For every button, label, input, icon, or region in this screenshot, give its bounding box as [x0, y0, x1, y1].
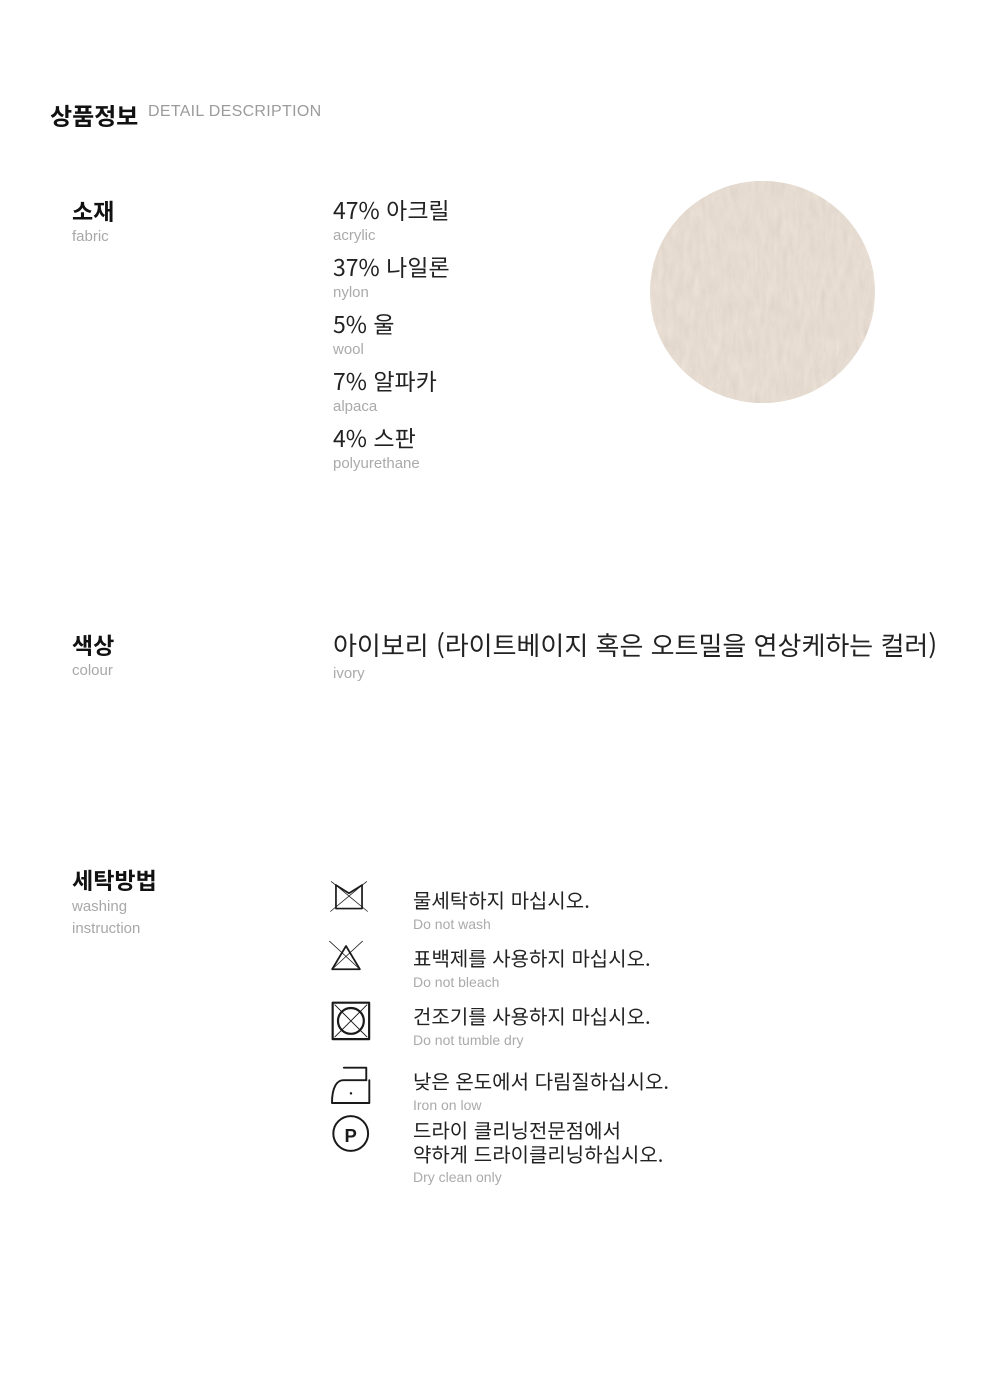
svg-text:P: P	[345, 1125, 357, 1146]
